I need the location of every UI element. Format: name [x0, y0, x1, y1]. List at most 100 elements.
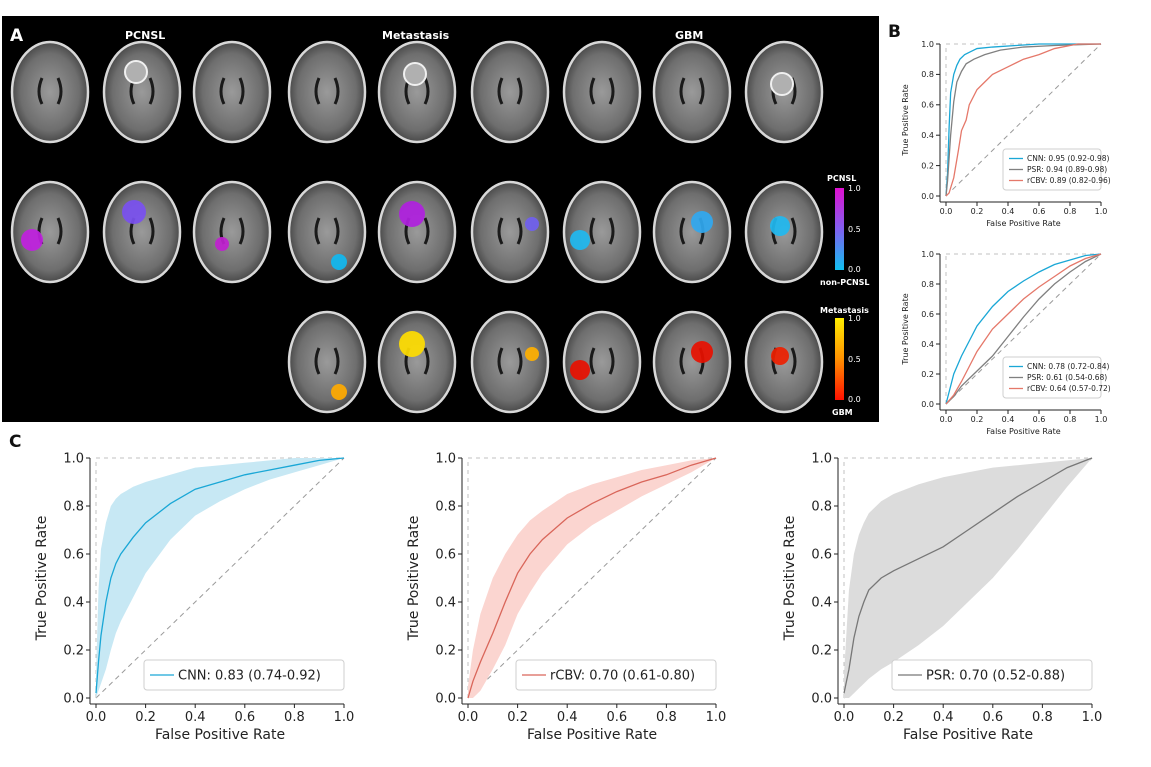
tumor-overlay [525, 347, 539, 361]
tumor-overlay [122, 200, 146, 224]
skull-outline [562, 40, 642, 144]
tumor-overlay [399, 331, 425, 357]
brain-slice [377, 180, 457, 284]
ventricles [37, 77, 63, 105]
chance-diagonal [95, 457, 345, 699]
legend-label: CNN: 0.95 (0.92-0.98) [1027, 154, 1109, 163]
colorbar1-tick-top: 1.0 [848, 184, 861, 193]
legend-label: rCBV: 0.70 (0.61-0.80) [550, 669, 695, 684]
brain-slice [470, 40, 550, 144]
roc-curve [945, 253, 1102, 405]
mri-panel: A PCNSL Metastasis GBM PCNSL 1.0 0.5 [2, 16, 879, 422]
skull-outline [652, 40, 732, 144]
y-tick-label: 0.8 [921, 70, 934, 79]
x-tick-label: 0.0 [458, 710, 479, 725]
x-tick-label: 1.0 [1095, 207, 1108, 216]
legend-box [1002, 148, 1102, 191]
tumor-overlay [21, 229, 43, 251]
x-tick-label: 0.8 [1064, 207, 1077, 216]
y-axis-label: True Positive Rate [34, 516, 50, 642]
skull-outline [562, 310, 642, 414]
y-tick-label: 0.0 [63, 692, 84, 707]
colorbar-pcnsl [835, 188, 844, 270]
x-tick-label: 0.6 [1033, 207, 1046, 216]
legend-box [1002, 356, 1102, 399]
skull-outline [470, 40, 550, 144]
x-axis-label: False Positive Rate [527, 727, 657, 743]
ventricles [497, 347, 523, 375]
x-tick-label: 0.6 [1033, 415, 1046, 424]
y-tick-label: 0.4 [811, 596, 832, 611]
x-tick-label: 0.6 [234, 710, 255, 725]
colorbar1-tick-bot: 0.0 [848, 265, 861, 274]
skull-outline [10, 180, 90, 284]
brain-slice [744, 40, 824, 144]
x-tick-label: 0.2 [883, 710, 904, 725]
x-tick-label: 0.8 [656, 710, 677, 725]
y-tick-label: 0.8 [63, 500, 84, 515]
x-tick-label: 0.8 [284, 710, 305, 725]
y-axis-label: True Positive Rate [782, 516, 798, 642]
group-label-metastasis: Metastasis [382, 29, 450, 42]
roc-curve [95, 457, 345, 694]
skull-outline [192, 40, 272, 144]
tumor-overlay [771, 347, 789, 365]
legend-label: CNN: 0.83 (0.74-0.92) [178, 669, 321, 684]
x-tick-label: 0.4 [933, 710, 954, 725]
y-tick-label: 1.0 [63, 452, 84, 467]
y-tick-label: 0.4 [921, 131, 934, 140]
y-tick-label: 1.0 [435, 452, 456, 467]
ventricles [314, 77, 340, 105]
skull-outline [377, 310, 457, 414]
lesion [770, 72, 794, 96]
y-tick-label: 1.0 [921, 250, 934, 259]
y-tick-label: 0.6 [811, 548, 832, 563]
y-tick-label: 0.4 [921, 340, 934, 349]
y-tick-label: 0.4 [435, 596, 456, 611]
roc-chart-c-rcbv: 0.0 0.2 0.4 0.6 0.8 1.0 0.0 0.2 0.4 0.6 0.8 1.0 Fals… [406, 452, 726, 743]
brain-slice [287, 180, 367, 284]
brain-slice [470, 310, 550, 414]
roc-chart-b-bottom: 0.0 0.2 0.4 0.6 0.8 1.0 0.0 0.2 0.4 0.6 0.8 1.0 Fals… [901, 250, 1111, 436]
y-tick-label: 0.6 [921, 310, 934, 319]
roc-curve [945, 253, 1102, 405]
x-tick-label: 0.2 [507, 710, 528, 725]
group-label-pcnsl: PCNSL [125, 29, 166, 42]
x-tick-label: 0.4 [1002, 415, 1015, 424]
ventricles [497, 77, 523, 105]
y-tick-label: 0.2 [435, 644, 456, 659]
y-axis-label: True Positive Rate [901, 293, 910, 365]
tumor-overlay [691, 341, 713, 363]
y-tick-label: 0.0 [811, 692, 832, 707]
chance-diagonal [945, 43, 1102, 197]
brain-slice [744, 310, 824, 414]
colorbar2-bottom-label: GBM [832, 408, 853, 417]
tumor-overlay [215, 237, 229, 251]
colorbar2-tick-top: 1.0 [848, 314, 861, 323]
roc-curve [945, 253, 1102, 405]
y-tick-label: 0.0 [921, 192, 934, 201]
colorbar2-top-label: Metastasis [820, 306, 869, 315]
ventricles [314, 217, 340, 245]
x-axis-label: False Positive Rate [903, 727, 1033, 743]
legend-label: PSR: 0.61 (0.54-0.68) [1027, 373, 1107, 382]
y-tick-label: 0.2 [921, 161, 934, 170]
x-tick-label: 0.6 [982, 710, 1003, 725]
brain-slice [652, 310, 732, 414]
brain-slice [287, 40, 367, 144]
brain-slice [562, 180, 642, 284]
brain-slice [652, 180, 732, 284]
legend-box [891, 659, 1093, 691]
skull-outline [102, 40, 182, 144]
x-tick-label: 1.0 [1095, 415, 1108, 424]
chance-diagonal [467, 457, 717, 699]
y-tick-label: 0.0 [921, 400, 934, 409]
brain-slice [470, 180, 550, 284]
legend-box [143, 659, 345, 691]
brain-slice [377, 310, 457, 414]
skull-outline [562, 180, 642, 284]
x-tick-label: 0.8 [1064, 415, 1077, 424]
brain-slice [652, 40, 732, 144]
legend-label: CNN: 0.78 (0.72-0.84) [1027, 362, 1109, 371]
x-axis-label: False Positive Rate [155, 727, 285, 743]
